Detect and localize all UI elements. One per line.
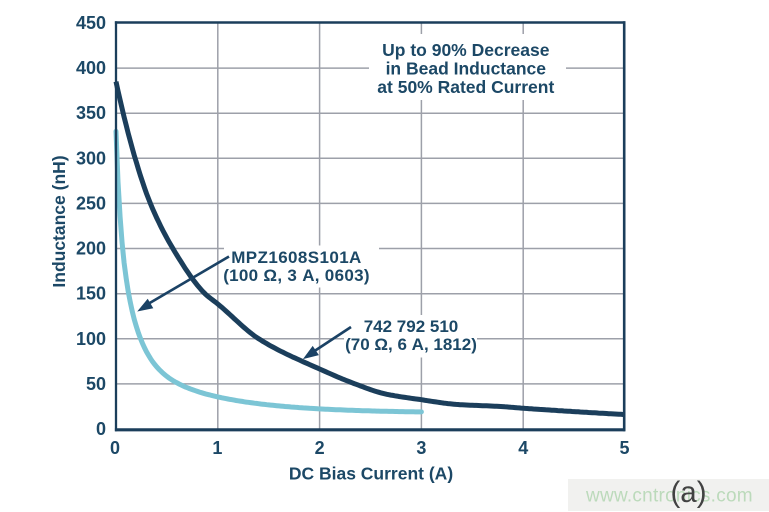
svg-text:(100 Ω, 3 A, 0603): (100 Ω, 3 A, 0603)	[223, 266, 370, 285]
svg-text:200: 200	[76, 239, 106, 259]
svg-text:Inductance (nH): Inductance (nH)	[49, 155, 69, 287]
svg-text:350: 350	[76, 103, 106, 123]
svg-text:100: 100	[76, 329, 106, 349]
svg-text:DC Bias Current (A): DC Bias Current (A)	[289, 464, 453, 484]
svg-text:50: 50	[86, 374, 106, 394]
svg-text:250: 250	[76, 193, 106, 213]
svg-text:www.cntronics.com: www.cntronics.com	[585, 486, 753, 507]
svg-text:742 792 510: 742 792 510	[364, 317, 459, 336]
svg-text:450: 450	[76, 13, 106, 33]
svg-text:2: 2	[315, 438, 325, 458]
svg-text:150: 150	[76, 284, 106, 304]
svg-text:4: 4	[518, 438, 528, 458]
svg-text:300: 300	[76, 148, 106, 168]
svg-text:MPZ1608S101A: MPZ1608S101A	[231, 248, 361, 267]
svg-text:0: 0	[96, 419, 106, 439]
svg-text:0: 0	[110, 438, 120, 458]
svg-text:Up to 90% Decrease: Up to 90% Decrease	[382, 40, 550, 60]
svg-text:(70 Ω, 6 A, 1812): (70 Ω, 6 A, 1812)	[345, 335, 477, 354]
svg-text:(a): (a)	[670, 476, 706, 509]
svg-text:3: 3	[416, 438, 426, 458]
svg-text:1: 1	[212, 438, 222, 458]
svg-text:in Bead Inductance: in Bead Inductance	[386, 59, 547, 79]
svg-text:400: 400	[76, 58, 106, 78]
svg-text:at 50% Rated Current: at 50% Rated Current	[377, 77, 554, 97]
svg-text:5: 5	[619, 438, 629, 458]
